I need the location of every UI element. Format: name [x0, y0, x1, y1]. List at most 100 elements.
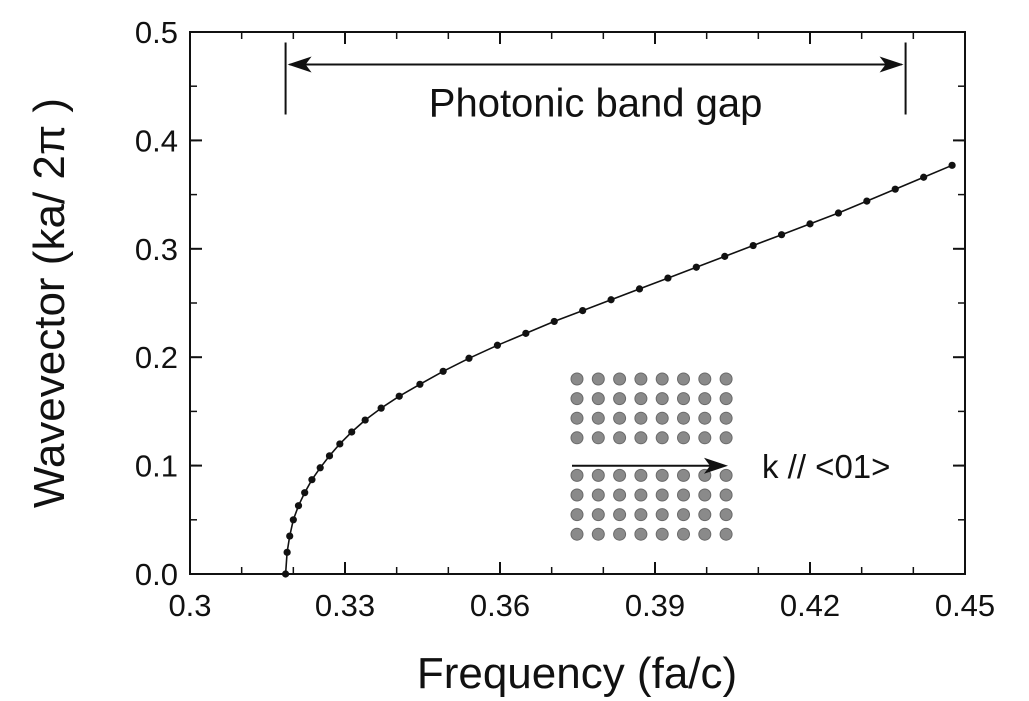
band-gap-arrowhead-right — [879, 56, 904, 73]
data-point — [806, 220, 814, 228]
lattice-dot — [655, 488, 669, 502]
lattice-dot — [655, 431, 669, 445]
lattice-dot — [570, 508, 584, 522]
lattice-dot — [719, 372, 733, 386]
data-point — [777, 231, 786, 239]
lattice-dot — [613, 372, 627, 386]
lattice-dot — [677, 372, 690, 386]
lattice-dot — [591, 508, 605, 522]
y-tick-label: 0.5 — [135, 15, 178, 50]
lattice-dot — [719, 411, 733, 425]
data-point — [377, 404, 385, 412]
lattice-dot — [677, 527, 690, 541]
series-line — [284, 164, 953, 575]
data-point — [635, 285, 644, 293]
x-tick-labels: 0.3 0.33 0.36 0.39 0.42 0.45 — [168, 588, 995, 623]
lattice-dot — [655, 527, 669, 541]
lattice-dot — [698, 392, 712, 406]
data-point — [395, 392, 403, 400]
lattice-dot — [655, 411, 669, 425]
lattice-dot — [677, 508, 690, 522]
lattice-dot — [613, 508, 627, 522]
lattice-dot — [698, 431, 712, 445]
lattice-dot — [719, 527, 733, 541]
data-point — [664, 274, 672, 282]
data-point — [301, 489, 309, 497]
lattice-dot — [634, 508, 648, 522]
lattice-dot — [677, 392, 690, 406]
lattice-dot — [655, 468, 669, 482]
x-tick-label: 0.36 — [470, 588, 530, 623]
data-point — [439, 367, 447, 375]
y-axis-title: Wavevector (ka/ 2π ) — [25, 98, 74, 508]
axis-ticks — [189, 31, 966, 575]
lattice-dot — [698, 508, 712, 522]
data-point — [863, 197, 871, 205]
data-point — [493, 341, 502, 349]
data-point — [749, 241, 757, 250]
data-point — [416, 380, 424, 388]
data-point — [550, 317, 558, 326]
lattice-dot — [634, 431, 648, 445]
lattice-dot — [719, 488, 733, 502]
x-tick-label: 0.45 — [935, 588, 995, 623]
data-point — [361, 416, 369, 424]
lattice-dot — [613, 392, 627, 406]
data-point — [283, 548, 291, 556]
lattice-dot — [591, 527, 605, 541]
lattice-dot — [613, 527, 627, 541]
lattice-dot — [591, 468, 605, 482]
lattice-inset: k // <01> — [570, 372, 890, 541]
lattice-dot — [613, 411, 627, 425]
y-tick-label: 0.0 — [135, 557, 178, 592]
lattice-dot — [655, 372, 669, 386]
lattice-dot — [570, 372, 584, 386]
data-point — [325, 452, 334, 460]
lattice-dot — [698, 488, 712, 502]
dispersion-curve — [281, 161, 956, 578]
lattice-dot — [613, 468, 627, 482]
lattice-dot — [698, 411, 712, 425]
data-point — [348, 428, 356, 436]
data-point — [286, 532, 294, 540]
data-point — [948, 161, 956, 169]
data-point — [579, 306, 587, 315]
data-point — [721, 252, 729, 260]
lattice-dot — [591, 392, 605, 406]
lattice-dot — [570, 431, 584, 445]
lattice-dot — [719, 508, 733, 522]
inset-label: k // <01> — [762, 448, 890, 485]
lattice-dot — [634, 527, 648, 541]
data-point — [289, 516, 297, 524]
lattice-dot — [698, 527, 712, 541]
data-point — [692, 263, 700, 271]
x-tick-label: 0.3 — [168, 588, 211, 623]
data-point — [336, 440, 344, 448]
y-tick-labels: 0.0 0.1 0.2 0.3 0.4 0.5 — [135, 15, 178, 592]
lattice-dot — [570, 468, 584, 482]
lattice-dot — [677, 468, 690, 482]
wavevector-arrowhead — [704, 457, 728, 474]
x-tick-label: 0.39 — [625, 588, 685, 623]
lattice-dot — [570, 411, 584, 425]
data-point — [294, 502, 303, 510]
data-point — [316, 464, 324, 472]
y-tick-label: 0.4 — [135, 123, 178, 158]
lattice-dot — [634, 488, 648, 502]
band-gap-arrowhead-left — [287, 56, 312, 73]
band-gap-label: Photonic band gap — [429, 82, 763, 126]
lattice-dot — [613, 431, 627, 445]
lattice-dot — [591, 431, 605, 445]
lattice-dot — [655, 508, 669, 522]
x-tick-label: 0.33 — [315, 588, 375, 623]
lattice-dot — [677, 488, 690, 502]
data-point — [607, 296, 615, 304]
lattice-dot — [634, 468, 648, 482]
lattice-dot — [570, 392, 584, 406]
lattice-dot — [719, 468, 733, 482]
data-point — [522, 329, 530, 337]
lattice-dot — [677, 411, 690, 425]
lattice-dot — [719, 431, 733, 445]
lattice-dot — [634, 372, 648, 386]
